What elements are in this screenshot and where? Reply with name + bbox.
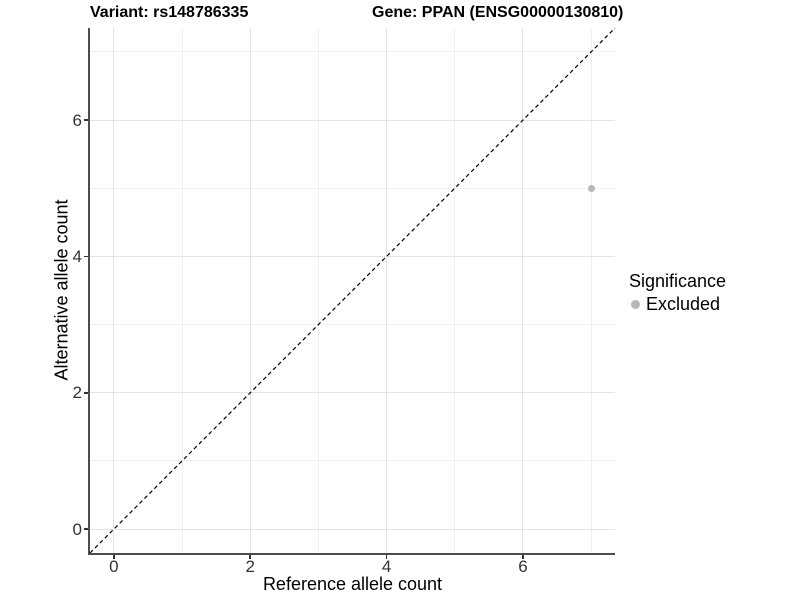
legend-point-icon [631, 299, 640, 309]
x-major-gridline [522, 28, 524, 553]
y-minor-gridline [90, 51, 615, 53]
y-major-gridline [90, 528, 615, 530]
legend-entry-label: Excluded [646, 294, 721, 314]
legend-title: Significance [629, 271, 727, 291]
legend: Significance Excluded [629, 270, 726, 315]
x-tick-label: 0 [109, 557, 119, 576]
x-tick-label: 6 [518, 557, 528, 576]
x-tick-mark [113, 554, 115, 559]
x-major-gridline [249, 28, 251, 553]
y-minor-gridline [90, 187, 615, 189]
y-tick-label: 2 [72, 383, 82, 403]
x-axis-line [88, 553, 615, 555]
y-major-gridline [90, 119, 615, 121]
y-tick-mark [83, 255, 89, 258]
x-major-gridline [113, 28, 115, 553]
variant-title: Variant: rs148786335 [90, 4, 249, 21]
data-point [587, 184, 595, 192]
y-tick-mark [83, 392, 89, 394]
y-axis-line [88, 28, 90, 555]
y-tick-label: 0 [72, 519, 82, 539]
y-tick-label: 4 [72, 246, 82, 266]
x-tick-label: 2 [245, 557, 255, 576]
y-major-gridline [90, 392, 615, 394]
y-minor-gridline [90, 324, 615, 326]
gene-title: Gene: PPAN (ENSG00000130810) [372, 4, 624, 21]
x-axis-title: Reference allele count [262, 574, 443, 594]
y-minor-gridline [90, 460, 615, 462]
y-tick-label: 6 [72, 110, 82, 130]
x-major-gridline [386, 28, 388, 553]
y-major-gridline [90, 255, 615, 257]
x-tick-mark [385, 554, 388, 559]
x-minor-gridline [590, 28, 592, 553]
x-tick-mark [522, 554, 524, 559]
y-axis-title: Alternative allele count [51, 199, 72, 381]
y-tick-mark [83, 528, 89, 530]
x-minor-gridline [181, 28, 183, 553]
y-tick-mark [83, 119, 89, 121]
plot-panel [90, 28, 615, 553]
x-minor-gridline [454, 28, 456, 553]
x-minor-gridline [317, 28, 319, 553]
legend-entry: Excluded [629, 293, 726, 315]
x-tick-label: 4 [381, 557, 392, 576]
x-tick-mark [249, 554, 251, 559]
